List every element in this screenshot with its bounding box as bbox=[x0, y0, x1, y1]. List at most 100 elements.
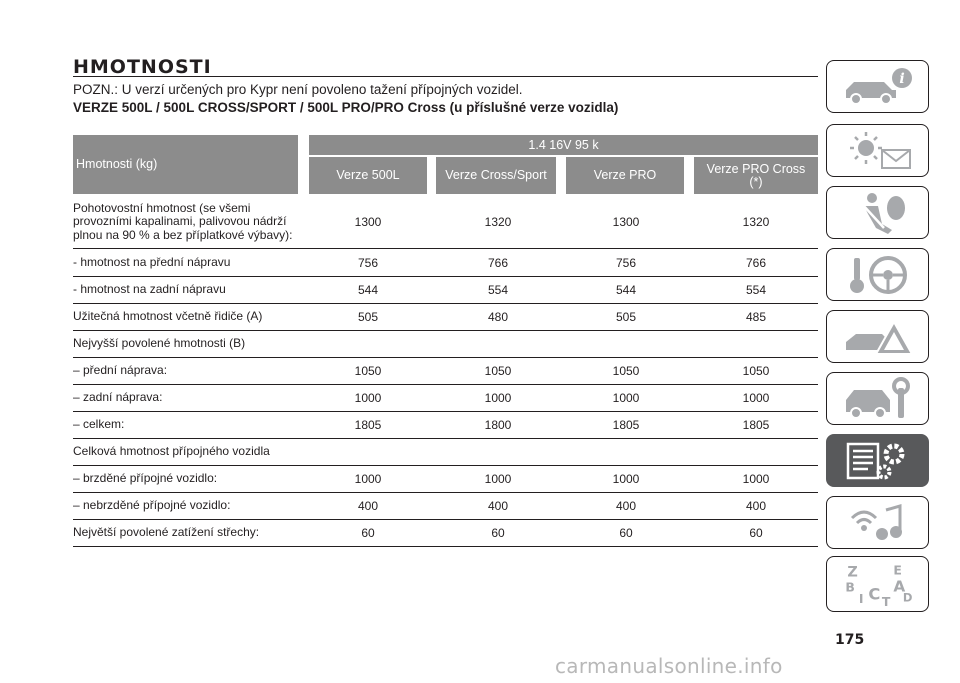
table-row: Celková hmotnost přípojného vozidla bbox=[73, 439, 818, 466]
column-header-label: Verze PRO Cross (*) bbox=[706, 161, 806, 189]
column-header: Verze Cross/Sport bbox=[436, 157, 556, 194]
engine-header-cell: 1.4 16V 95 k bbox=[309, 135, 818, 155]
column-header-label: Verze PRO bbox=[593, 168, 657, 182]
technical-data-gear-icon bbox=[846, 442, 904, 479]
row-label: - hmotnost na zadní nápravu bbox=[73, 282, 226, 297]
index-letter: E bbox=[893, 562, 902, 577]
row-label: – celkem: bbox=[73, 417, 125, 432]
tab-starting-driving[interactable] bbox=[826, 248, 929, 301]
note-text: POZN.: U verzí určených pro Kypr není po… bbox=[73, 82, 523, 97]
value-cell: 554 bbox=[487, 283, 509, 297]
table-row: – zadní náprava: 1000 1000 1000 1000 bbox=[73, 385, 818, 412]
index-letter: T bbox=[881, 594, 890, 607]
value-cell bbox=[571, 331, 681, 357]
value-cell: 1000 bbox=[742, 472, 770, 486]
column-header-label: Verze Cross/Sport bbox=[445, 168, 547, 182]
value-cell: 544 bbox=[615, 283, 637, 297]
tab-emergency[interactable] bbox=[826, 310, 929, 363]
column-header: Verze PRO Cross (*) bbox=[694, 157, 818, 194]
value-cell: 766 bbox=[745, 255, 767, 270]
table-row: - hmotnost na přední nápravu 756 766 756 766 bbox=[73, 249, 818, 277]
page-title: HMOTNOSTI bbox=[73, 56, 212, 78]
value-cell: 1050 bbox=[484, 364, 512, 378]
value-cell: 1300 bbox=[354, 215, 382, 229]
value-cell: 1000 bbox=[612, 472, 640, 486]
value-cell: 505 bbox=[357, 310, 379, 324]
version-subtitle: VERZE 500L / 500L CROSS/SPORT / 500L PRO… bbox=[73, 100, 619, 115]
tab-car-info[interactable]: i bbox=[826, 60, 929, 113]
row-label: Celková hmotnost přípojného vozidla bbox=[73, 444, 270, 459]
index-letter: C bbox=[868, 584, 880, 603]
table-row: – přední náprava: 1050 1050 1050 1050 bbox=[73, 358, 818, 385]
row-header-label: Hmotnosti (kg) bbox=[76, 157, 158, 171]
engine-label: 1.4 16V 95 k bbox=[528, 137, 599, 152]
value-cell: 554 bbox=[745, 283, 767, 297]
value-cell: 60 bbox=[491, 526, 505, 540]
value-cell: 400 bbox=[487, 499, 509, 513]
tab-technical-data[interactable] bbox=[826, 434, 929, 487]
value-cell: 766 bbox=[487, 255, 509, 270]
value-cell: 505 bbox=[615, 310, 637, 324]
value-cell: 400 bbox=[745, 499, 767, 513]
index-letter: D bbox=[902, 590, 912, 604]
value-cell: 400 bbox=[615, 499, 637, 513]
table-row: Užitečná hmotnost včetně řidiče (A) 505 48… bbox=[73, 304, 818, 331]
index-letter: B bbox=[845, 580, 854, 595]
airbag-seatbelt-icon bbox=[860, 192, 905, 234]
value-cell: 1000 bbox=[484, 472, 512, 486]
row-label: Nejvyšší povolené hmotnosti (B) bbox=[73, 336, 246, 351]
value-cell: 60 bbox=[749, 526, 763, 540]
value-cell: 1000 bbox=[354, 391, 382, 405]
value-cell: 756 bbox=[357, 255, 379, 270]
value-cell: 1800 bbox=[484, 418, 512, 432]
column-header: Verze PRO bbox=[566, 157, 684, 194]
value-cell: 1000 bbox=[354, 472, 382, 486]
table-row: – celkem: 1805 1800 1805 1805 bbox=[73, 412, 818, 439]
value-cell bbox=[701, 439, 811, 465]
tab-warning-lights[interactable] bbox=[826, 124, 929, 177]
tab-safety[interactable] bbox=[826, 186, 929, 239]
warning-lights-message-icon bbox=[849, 131, 911, 169]
tab-multimedia[interactable] bbox=[826, 496, 929, 549]
row-label: Největší povolené zatížení střechy: bbox=[73, 525, 260, 540]
row-label: – brzděné přípojné vozidlo: bbox=[73, 471, 218, 486]
tab-maintenance[interactable] bbox=[826, 372, 929, 425]
value-cell: 1050 bbox=[612, 364, 640, 378]
page-number: 175 bbox=[835, 632, 865, 648]
value-cell: 1320 bbox=[742, 215, 770, 229]
multimedia-music-icon bbox=[850, 503, 902, 540]
car-maintenance-wrench-icon bbox=[845, 376, 910, 419]
value-cell: 544 bbox=[357, 283, 379, 297]
value-cell: 480 bbox=[487, 310, 509, 324]
value-cell: 60 bbox=[619, 526, 633, 540]
value-cell: 400 bbox=[357, 499, 379, 513]
svg-text:i: i bbox=[899, 71, 904, 87]
table-row: – brzděné přípojné vozidlo: 1000 1000 1000 1… bbox=[73, 466, 818, 493]
column-header-label: Verze 500L bbox=[336, 168, 400, 182]
value-cell bbox=[701, 331, 811, 357]
row-header-cell: Hmotnosti (kg) bbox=[73, 135, 298, 194]
tab-index[interactable]: Z E B A I C T D bbox=[826, 556, 929, 612]
index-letter: I bbox=[858, 591, 863, 606]
value-cell bbox=[313, 439, 423, 465]
row-label: – zadní náprava: bbox=[73, 390, 163, 405]
value-cell: 1805 bbox=[612, 418, 640, 432]
value-cell bbox=[313, 331, 423, 357]
table-row: – nebrzděné přípojné vozidlo: 400 400 400 40… bbox=[73, 493, 818, 520]
column-header: Verze 500L bbox=[309, 157, 427, 194]
value-cell: 60 bbox=[361, 526, 375, 540]
row-label: Užitečná hmotnost včetně řidiče (A) bbox=[73, 309, 263, 324]
value-cell: 1050 bbox=[742, 364, 770, 378]
value-cell: 1000 bbox=[612, 391, 640, 405]
value-cell bbox=[443, 331, 553, 357]
row-label: – nebrzděné přípojné vozidlo: bbox=[73, 498, 231, 513]
table-row: Pohotovostní hmotnost (se všemi provozní… bbox=[73, 196, 818, 249]
table-row: Největší povolené zatížení střechy: 60 60 6… bbox=[73, 520, 818, 547]
value-cell bbox=[443, 439, 553, 465]
breakdown-triangle-icon bbox=[845, 319, 914, 355]
value-cell: 1805 bbox=[354, 418, 382, 432]
value-cell: 1000 bbox=[742, 391, 770, 405]
index-letter: Z bbox=[847, 564, 857, 580]
key-steering-wheel-icon bbox=[849, 255, 907, 294]
index-letter: A bbox=[893, 578, 905, 596]
